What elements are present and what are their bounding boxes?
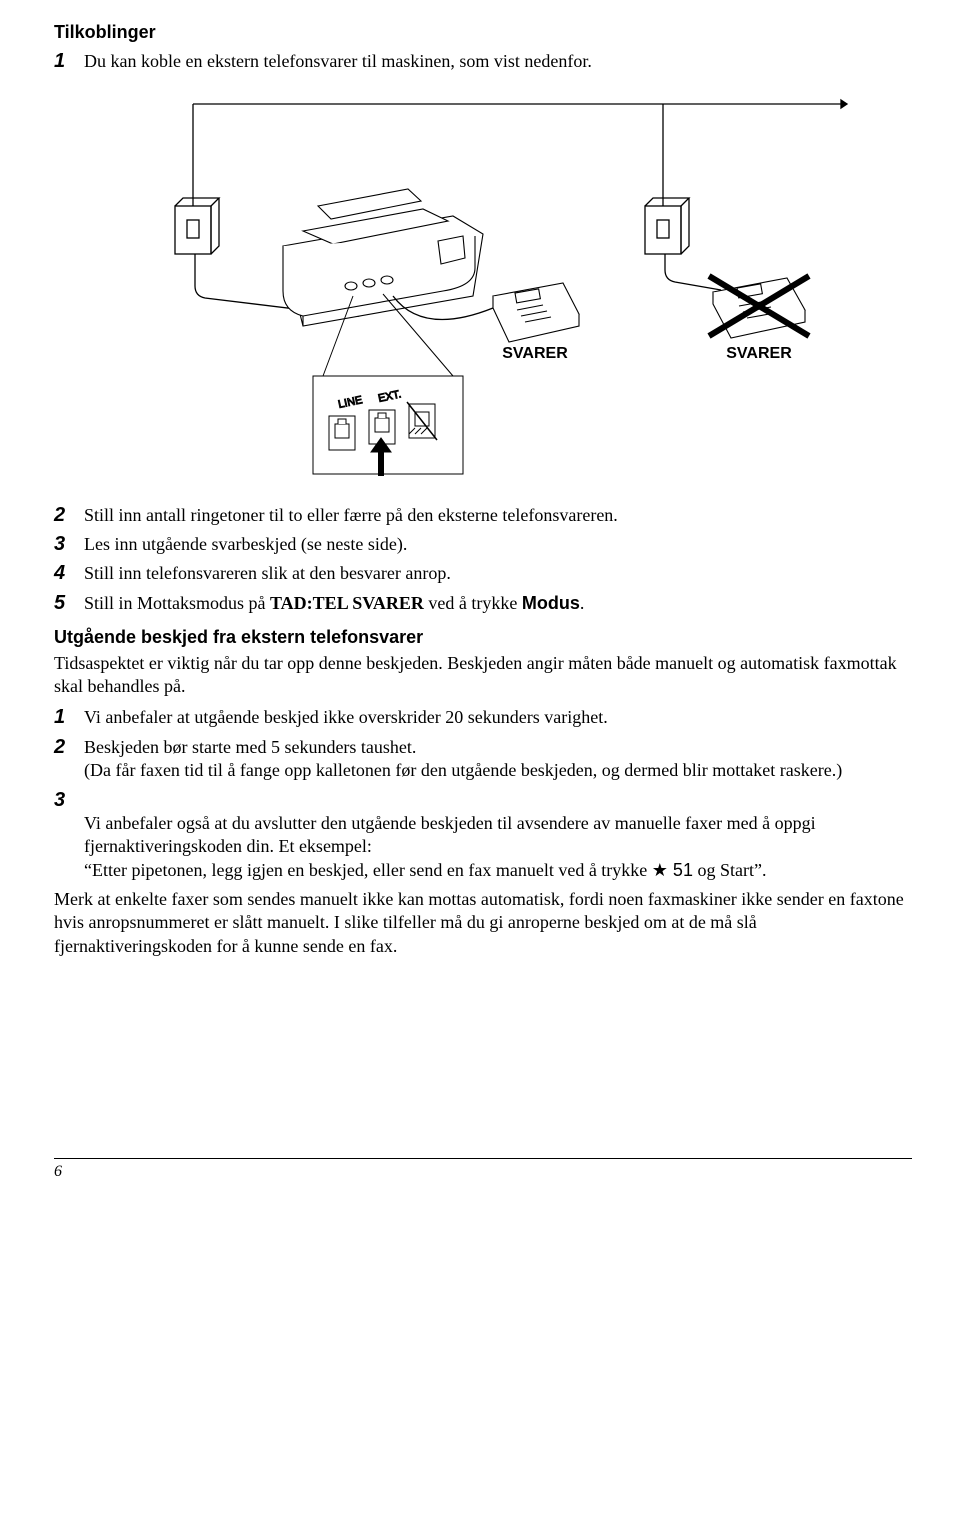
step-text: Beskjeden bør starte med 5 sekunders tau… [84, 736, 912, 783]
step-row: 2 Still inn antall ringetoner til to ell… [54, 504, 912, 527]
step-row: 4 Still inn telefonsvareren slik at den … [54, 562, 912, 585]
step-number: 1 [54, 706, 80, 728]
step-number: 5 [54, 592, 80, 614]
subsection-title: Utgående beskjed fra ekstern telefonsvar… [54, 625, 912, 649]
step-row: 2 Beskjeden bør starte med 5 sekunders t… [54, 736, 912, 783]
step-number: 2 [54, 736, 80, 758]
step-row: 1 Du kan koble en ekstern telefonsvarer … [54, 50, 912, 73]
step-row: 1 Vi anbefaler at utgående beskjed ikke … [54, 706, 912, 729]
step-number: 4 [54, 562, 80, 584]
text-run: Still in Mottaksmodus på [84, 593, 270, 613]
step-text: Du kan koble en ekstern telefonsvarer ti… [84, 50, 912, 73]
bold-run: TAD:TEL SVARER [270, 593, 424, 613]
step-text: Vi anbefaler også at du avslutter den ut… [84, 789, 912, 883]
step-row: 3 Vi anbefaler også at du avslutter den … [54, 789, 912, 883]
step-text: Still inn antall ringetoner til to eller… [84, 504, 912, 527]
label-svarer-left: SVARER [502, 345, 568, 362]
step-text: Les inn utgående svarbeskjed (se neste s… [84, 533, 912, 556]
step-number: 2 [54, 504, 80, 526]
bold-run: Modus [522, 593, 580, 613]
page-number: 6 [54, 1163, 62, 1180]
intro-paragraph: Tidsaspektet er viktig når du tar opp de… [54, 652, 912, 699]
text-run: . [580, 593, 585, 613]
step-row: 3 Les inn utgående svarbeskjed (se neste… [54, 533, 912, 556]
step-text: Still in Mottaksmodus på TAD:TEL SVARER … [84, 592, 912, 615]
note-paragraph: Merk at enkelte faxer som sendes manuelt… [54, 888, 912, 958]
bold-run: ★ 51 [652, 860, 693, 880]
step-number: 3 [54, 789, 80, 811]
text-run: ved å trykke [424, 593, 522, 613]
text-run: og Start”. [693, 860, 767, 880]
step-number: 1 [54, 50, 80, 72]
section-title: Tilkoblinger [54, 20, 912, 44]
step-text: Vi anbefaler at utgående beskjed ikke ov… [84, 706, 912, 729]
connection-diagram: SVARER SVARER [54, 86, 912, 486]
label-svarer-right: SVARER [726, 345, 792, 362]
diagram-svg: SVARER SVARER [103, 86, 863, 486]
step-row: 5 Still in Mottaksmodus på TAD:TEL SVARE… [54, 592, 912, 615]
page-footer: 6 [54, 1158, 912, 1183]
step-text: Still inn telefonsvareren slik at den be… [84, 562, 912, 585]
step-number: 3 [54, 533, 80, 555]
